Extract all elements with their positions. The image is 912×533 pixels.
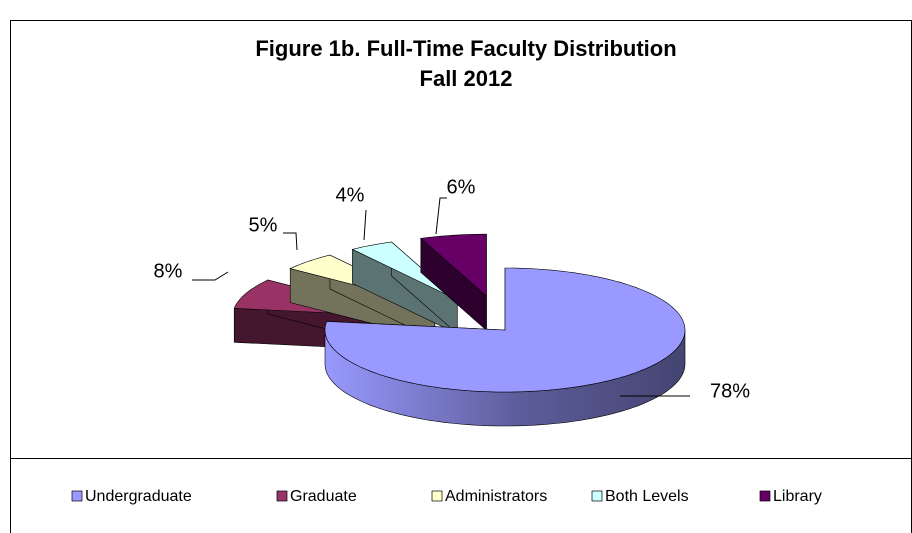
legend-swatch: [276, 490, 288, 502]
slice: [420, 233, 487, 297]
leader-line: [435, 197, 447, 235]
data-label: 5%: [249, 214, 278, 236]
legend-box: [10, 458, 912, 533]
data-label: 8%: [154, 260, 183, 282]
leader-line: [192, 271, 229, 281]
data-label: 6%: [447, 176, 476, 198]
legend-swatch: [431, 490, 443, 502]
legend-swatch: [591, 490, 603, 502]
legend-swatch: [71, 490, 83, 502]
chart-title: Figure 1b. Full-Time Faculty Distributio…: [255, 36, 676, 61]
leader-line: [363, 209, 367, 241]
legend-swatch: [759, 490, 771, 502]
chart-subtitle: Fall 2012: [420, 66, 513, 91]
data-label: 78%: [710, 380, 750, 402]
slice: [351, 241, 458, 301]
leader-line: [283, 232, 298, 251]
legend-label: Graduate: [290, 488, 357, 505]
legend-label: Both Levels: [605, 488, 689, 505]
legend-label: Undergraduate: [85, 488, 192, 505]
legend-label: Administrators: [445, 488, 547, 505]
data-label: 4%: [336, 184, 365, 206]
legend-label: Library: [773, 488, 822, 505]
slice: [324, 267, 686, 393]
